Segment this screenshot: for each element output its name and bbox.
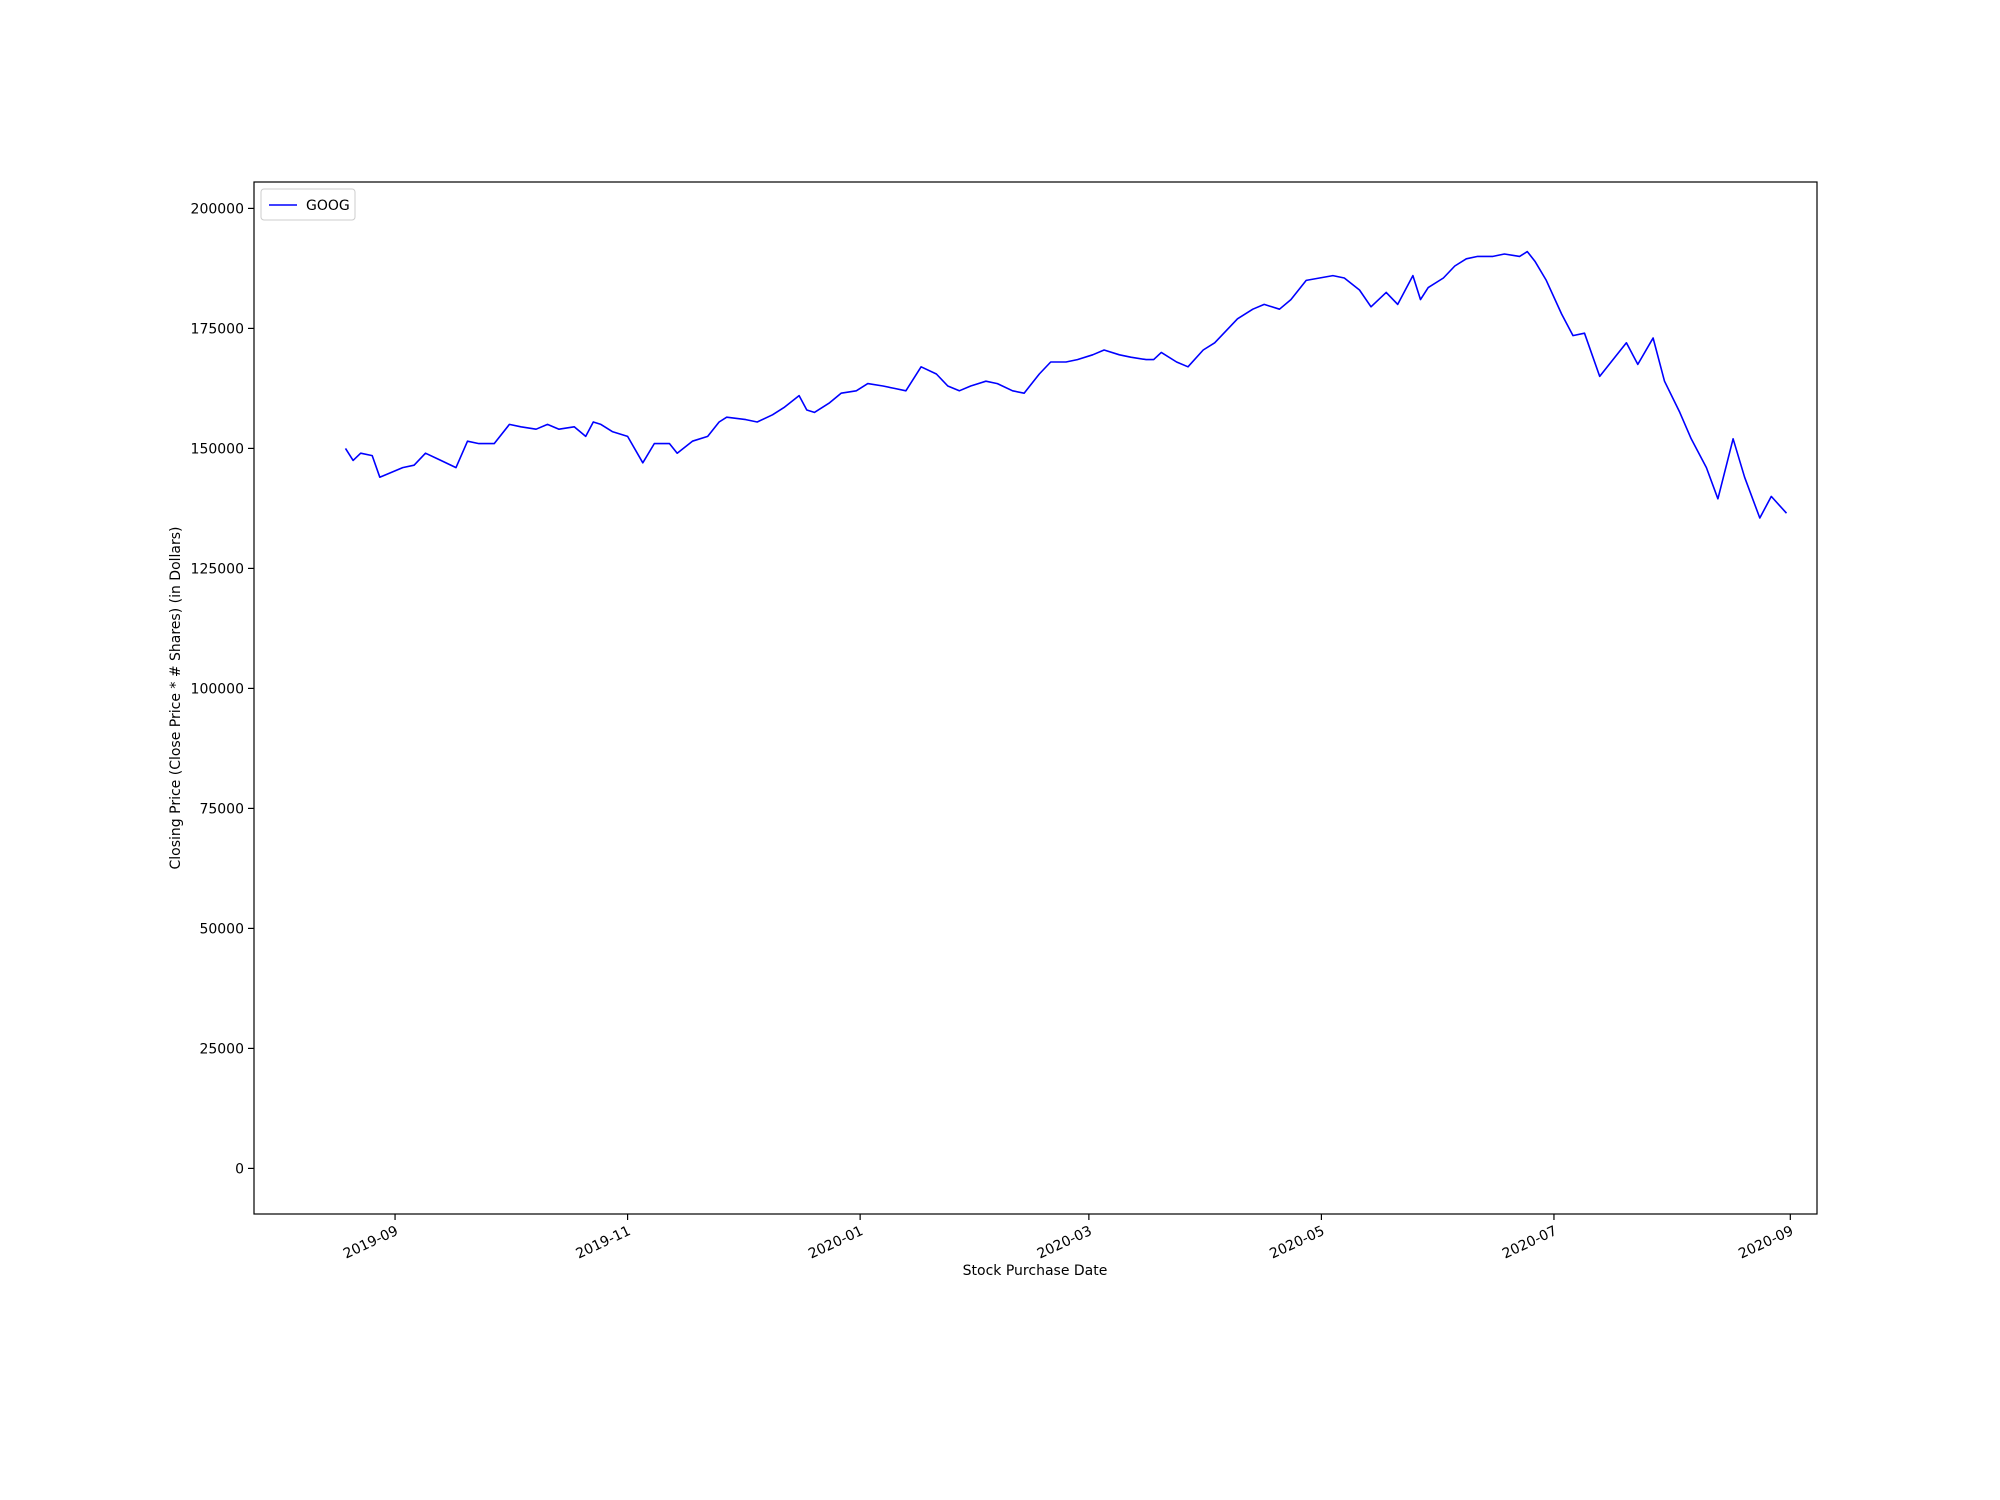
y-tick-label: 175000 (191, 321, 244, 337)
legend: GOOG (260, 188, 356, 221)
y-tick-label: 25000 (199, 1041, 244, 1057)
x-axis-label: Stock Purchase Date (963, 1263, 1108, 1279)
y-tick-label: 125000 (191, 561, 244, 577)
series-line-goog (344, 250, 1788, 519)
y-axis-label: Closing Price (Close Price * # Shares) (… (168, 526, 184, 869)
y-tick-label: 75000 (199, 801, 244, 817)
legend-label: GOOG (306, 198, 350, 214)
y-tick-label: 100000 (191, 681, 244, 697)
series-layer (344, 250, 1788, 519)
y-tick-label: 0 (235, 1161, 244, 1177)
legend-box (260, 188, 356, 221)
y-tick-label: 200000 (191, 201, 244, 217)
plot-frame (253, 181, 1818, 1215)
y-tick-label: 150000 (191, 441, 244, 457)
y-axis-ticks: 0 25000 50000 75000 100000 125000 150000 175000… (191, 201, 254, 1177)
y-tick-label: 50000 (199, 921, 244, 937)
